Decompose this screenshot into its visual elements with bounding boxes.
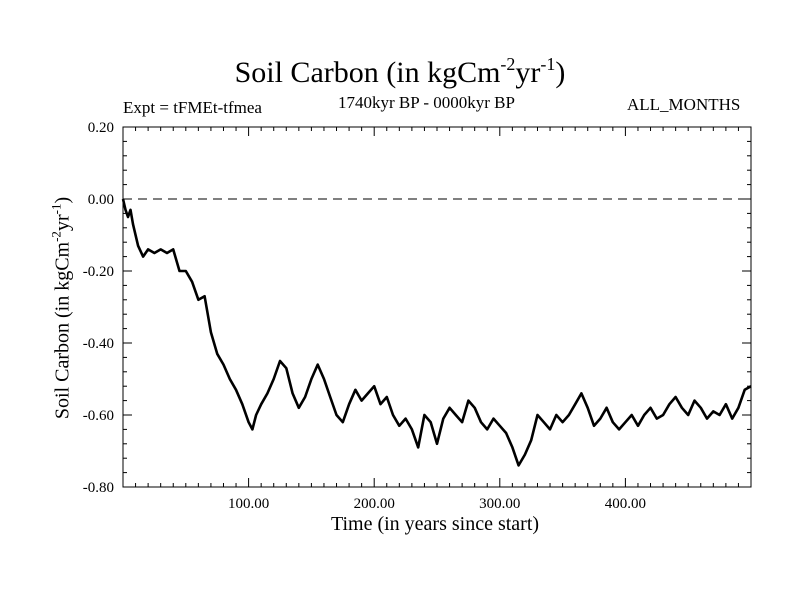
y-tick-label: -0.80 — [83, 480, 114, 496]
x-tick-label: 200.00 — [354, 496, 395, 512]
y-tick-label: -0.20 — [83, 264, 114, 280]
chart-title: Soil Carbon (in kgCm-2yr-1) — [234, 54, 566, 89]
y-tick-label: -0.40 — [83, 336, 114, 352]
x-tick-label: 300.00 — [479, 496, 520, 512]
plot-frame — [122, 126, 752, 488]
x-axis-label: Time (in years since start) — [330, 513, 540, 535]
months-label: ALL_MONTHS — [627, 95, 741, 114]
y-tick-label: 0.00 — [88, 192, 114, 208]
y-tick-label: -0.60 — [83, 408, 114, 424]
period-label: 1740kyr BP - 0000kyr BP — [338, 93, 515, 112]
x-tick-label: 400.00 — [605, 496, 646, 512]
y-tick-label: 0.20 — [88, 120, 114, 136]
x-tick-label: 100.00 — [228, 496, 269, 512]
series-line-soil-carbon — [121, 198, 752, 467]
experiment-label: Expt = tFMEt-tfmea — [123, 98, 262, 117]
